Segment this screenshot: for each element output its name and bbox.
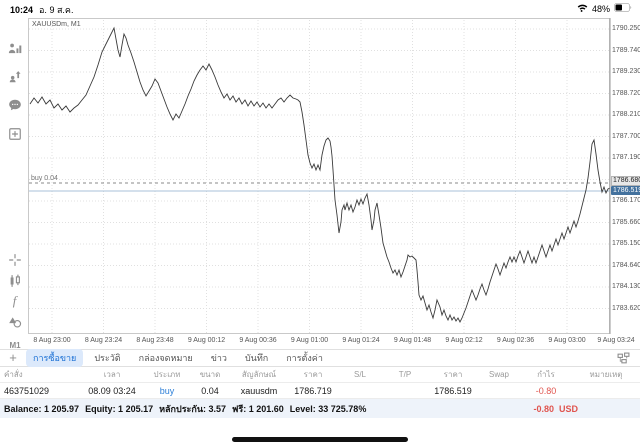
time-tick-label: 9 Aug 00:36: [239, 337, 277, 344]
price-tick-label: 1783.620: [612, 304, 640, 312]
current-bid-price-box: 1786.519: [611, 186, 640, 195]
order-cell-volume: 0.04: [201, 385, 219, 396]
status-time-date: 10:24 อ. 9 ส.ค.: [10, 3, 73, 17]
add-tab-button[interactable]: +: [9, 350, 17, 365]
price-tick-label: 1790.250: [612, 25, 640, 32]
wifi-icon: [577, 3, 588, 14]
battery-icon: [614, 3, 632, 14]
tab-0[interactable]: การซื้อขาย: [26, 349, 84, 367]
order-row[interactable]: 463751029 08.09 03:24 buy 0.04 xauusdm 1786.7…: [0, 383, 640, 399]
order-cell-profit: -0.80: [535, 385, 557, 396]
price-tick-label: 1789.740: [612, 46, 640, 54]
tab-5[interactable]: การตั้งค่า: [286, 353, 323, 363]
price-tick-label: 1786.680: [611, 175, 640, 186]
price-tick-label: 1787.190: [612, 154, 640, 161]
column-header: คำสั่ง: [4, 370, 23, 379]
time-tick-label: 9 Aug 03:24: [597, 337, 635, 344]
price-tick-label: 1784.130: [612, 283, 640, 290]
orders-table-header: คำสั่ง เวลา ประเภท ขนาด สัญลักษณ์ ราคา S/L T/P ร…: [0, 367, 640, 383]
price-tick-label: 1785.660: [612, 218, 640, 226]
clock-time: 10:24: [10, 5, 34, 15]
time-tick-label: 9 Aug 01:24: [342, 337, 380, 344]
chart-windows-icon[interactable]: [617, 352, 630, 370]
column-header: ขนาด: [199, 370, 221, 379]
order-cell-order: 463751029: [4, 385, 50, 396]
column-header: สัญลักษณ์: [241, 370, 277, 379]
chart-canvas[interactable]: [28, 18, 610, 334]
price-tick-label: 1787.700: [612, 132, 640, 140]
chart-symbol-label: XAUUSDm, M1: [32, 21, 81, 28]
total-profit-currency: USD: [558, 404, 578, 414]
column-header: Swap: [488, 370, 509, 379]
time-tick-label: 8 Aug 23:00: [33, 337, 71, 344]
accounts-icon[interactable]: [7, 41, 22, 56]
status-bar: 10:24 อ. 9 ส.ค. 48%: [0, 0, 640, 18]
status-date: อ. 9 ส.ค.: [39, 5, 74, 15]
tab-1[interactable]: ประวัติ: [94, 353, 121, 363]
home-indicator[interactable]: [232, 437, 408, 442]
total-profit: -0.80 USD: [533, 404, 578, 414]
timeframe-button[interactable]: M1: [9, 341, 21, 350]
column-header: ราคา: [443, 370, 463, 379]
price-tick-label: 1788.720: [612, 89, 640, 97]
time-tick-label: 8 Aug 23:24: [84, 337, 123, 344]
time-tick-label: 9 Aug 03:00: [548, 337, 586, 344]
time-tick-label: 9 Aug 02:36: [496, 337, 535, 344]
open-position-label: buy 0.04: [31, 175, 58, 182]
order-cell-type: buy: [159, 385, 175, 396]
crosshair-icon[interactable]: [7, 252, 22, 267]
order-cell-symbol: xauusdm: [240, 385, 278, 396]
indicators-icon[interactable]: f: [12, 292, 17, 308]
time-tick-label: 9 Aug 01:48: [393, 337, 432, 344]
time-tick-label: 9 Aug 01:00: [290, 337, 329, 344]
price-tick-label: 1785.150: [612, 240, 640, 247]
account-summary-part: Equity: 1 205.17: [85, 403, 154, 414]
account-summary-part: Level: 33 725.78%: [289, 403, 367, 414]
column-header: T/P: [398, 370, 412, 379]
price-tick-label: 1786.170: [612, 197, 640, 204]
account-summary-part: ฟรี: 1 201.60: [232, 403, 284, 414]
order-cell-time: 08.09 03:24: [88, 385, 136, 396]
battery-percent: 48%: [591, 3, 610, 14]
column-header: เวลา: [103, 370, 121, 379]
total-profit-value: -0.80: [533, 404, 554, 414]
column-header: หมายเหตุ: [589, 370, 623, 379]
price-tick-label: 1784.640: [612, 261, 640, 269]
column-header: ประเภท: [153, 370, 181, 379]
column-header: ราคา: [303, 370, 323, 379]
account-summary-bar: Balance: 1 205.97 Equity: 1 205.17 หลักประ…: [0, 399, 640, 418]
order-cell-price: 1786.519: [434, 385, 472, 396]
account-summary-part: Balance: 1 205.97: [4, 403, 80, 414]
chat-icon[interactable]: [7, 97, 22, 112]
price-tick-label: 1788.210: [612, 111, 640, 118]
bottom-tab-bar: + การซื้อขาย ประวัติ กล่องจดหมาย ข่าว บันทึก…: [0, 349, 640, 367]
left-toolbar: f M1: [0, 18, 28, 350]
price-tick-label: 1789.230: [612, 68, 640, 75]
column-header: กำไร: [537, 370, 555, 379]
new-order-icon[interactable]: [7, 126, 22, 141]
time-tick-label: 9 Aug 00:12: [187, 337, 226, 344]
order-cell-open_price: 1786.719: [294, 385, 332, 396]
tab-4[interactable]: บันทึก: [244, 353, 269, 363]
column-header: S/L: [353, 370, 366, 379]
objects-icon[interactable]: [7, 314, 22, 329]
tab-3[interactable]: ข่าว: [210, 353, 227, 363]
trade-icon[interactable]: [7, 69, 22, 84]
candles-icon[interactable]: [7, 273, 22, 288]
account-summary-part: หลักประกัน: 3.57: [159, 403, 227, 414]
time-tick-label: 8 Aug 23:48: [136, 337, 174, 344]
tab-2[interactable]: กล่องจดหมาย: [138, 353, 193, 363]
time-tick-label: 9 Aug 02:12: [445, 337, 483, 344]
